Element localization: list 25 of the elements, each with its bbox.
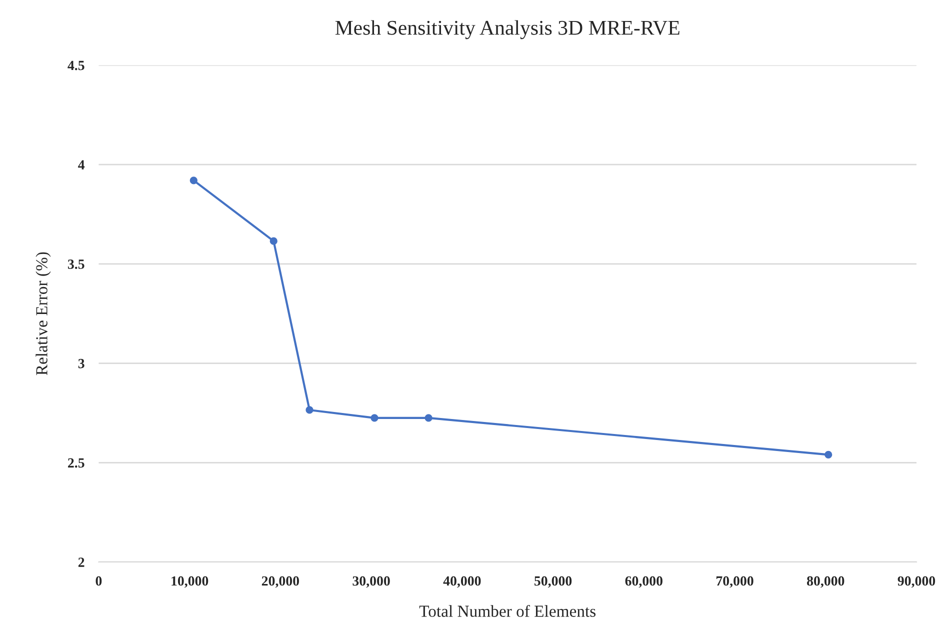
x-tick-label: 80,000	[807, 576, 844, 588]
y-tick-label: 4.5	[68, 60, 84, 70]
y-tick-label: 2.5	[68, 458, 84, 468]
point	[370, 414, 378, 422]
x-tick-label: 50,000	[534, 576, 572, 588]
x-tick-label: 20,000	[262, 576, 299, 588]
x-axis-title: Total Number of Elements	[419, 604, 596, 617]
y-axis-title: Relative Error (%)	[36, 252, 51, 376]
x-tick-label: 40,000	[443, 576, 481, 588]
y-tick-label: 3	[78, 358, 84, 368]
y-tick-label: 4	[78, 160, 85, 170]
x-tick-label: 0	[96, 576, 102, 586]
x-tick-label: 30,000	[352, 576, 390, 588]
point	[306, 406, 314, 414]
point	[270, 237, 278, 245]
x-tick-label: 90,000	[898, 576, 936, 588]
y-tick-label: 2	[78, 558, 84, 567]
x-tick-label: 60,000	[625, 576, 662, 588]
point	[824, 450, 832, 459]
chart-title: Mesh Sensitivity Analysis 3D MRE-RVE	[335, 20, 680, 40]
x-tick-label: 10,000	[172, 576, 208, 588]
y-tick-label: 3.5	[68, 260, 84, 269]
point	[424, 414, 432, 422]
point	[190, 176, 198, 184]
x-tick-label: 70,000	[716, 576, 754, 588]
